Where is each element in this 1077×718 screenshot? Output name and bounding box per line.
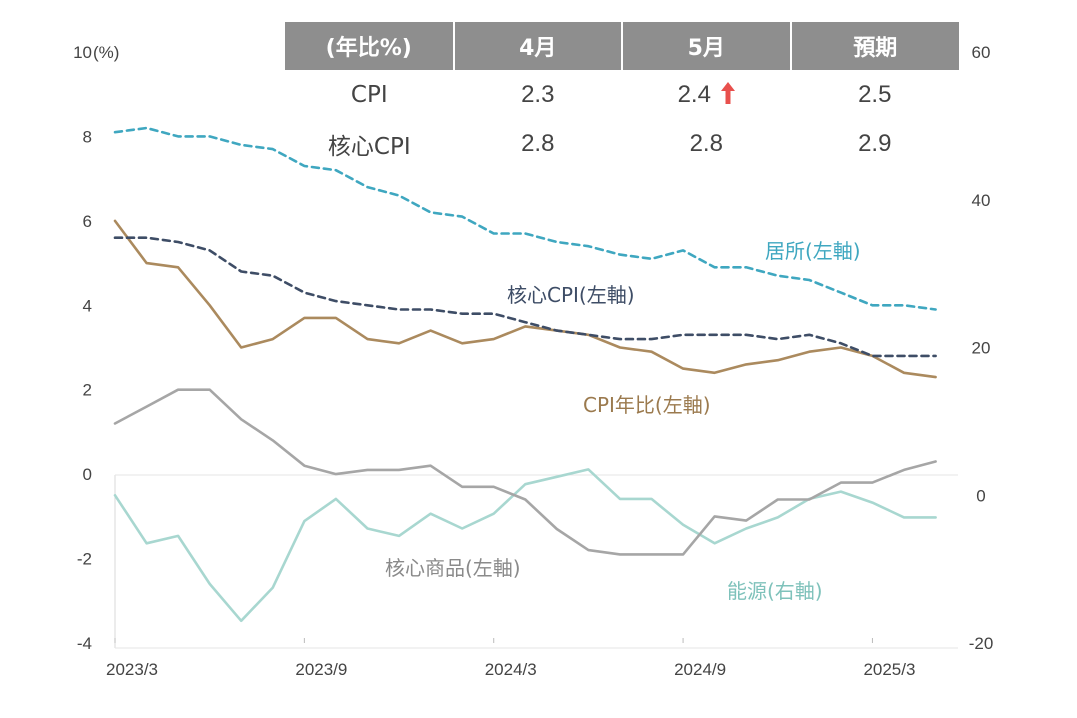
series-line-1 bbox=[113, 236, 937, 358]
cell-may-value: 2.8 bbox=[689, 129, 723, 157]
series-label-housing: 居所(左軸) bbox=[765, 239, 861, 263]
series-label-cpi-yoy: CPI年比(左軸) bbox=[583, 393, 711, 417]
header-unit: (年比%) bbox=[285, 22, 455, 70]
left-tick-label: 2 bbox=[83, 381, 92, 400]
cell-april: 2.3 bbox=[521, 80, 555, 108]
left-axis-unit: (%) bbox=[93, 43, 119, 62]
left-tick-label: 10 bbox=[73, 43, 92, 62]
x-tick-label: 2025/3 bbox=[863, 660, 915, 679]
cell-april: 2.8 bbox=[521, 129, 555, 157]
left-tick-label: 4 bbox=[83, 296, 92, 315]
header-may: 5月 bbox=[622, 22, 792, 70]
series-line-0 bbox=[113, 126, 937, 311]
cell-may-value: 2.4 bbox=[677, 80, 711, 108]
left-tick-label: 8 bbox=[83, 127, 92, 146]
cell-may: 2.8 bbox=[622, 119, 791, 168]
cpi-summary-table: (年比%) 4月 5月 預期 CPI 2.3 2.4 2.5 核心CPI 2.8… bbox=[285, 22, 959, 168]
left-tick-label: 6 bbox=[83, 212, 92, 231]
series-line-2 bbox=[113, 219, 937, 379]
series-line-3 bbox=[113, 388, 937, 556]
right-tick-label: 0 bbox=[976, 486, 985, 505]
row-label: 核心CPI bbox=[327, 133, 411, 160]
row-label: CPI bbox=[350, 81, 388, 108]
table-row-core-cpi: 核心CPI 2.8 2.8 2.9 bbox=[285, 119, 959, 168]
right-tick-label: 20 bbox=[972, 339, 991, 358]
cell-expected: 2.9 bbox=[858, 129, 892, 157]
header-april: 4月 bbox=[453, 22, 623, 70]
series-label-core-cpi: 核心CPI(左軸) bbox=[507, 283, 635, 307]
series-line-4 bbox=[113, 468, 937, 623]
series-label-core-goods: 核心商品(左軸) bbox=[385, 556, 521, 580]
x-tick-label: 2024/9 bbox=[674, 660, 726, 679]
cell-may: 2.4 bbox=[622, 70, 791, 119]
left-tick-label: -4 bbox=[77, 634, 92, 653]
table-header-row: (年比%) 4月 5月 預期 bbox=[285, 22, 959, 70]
cell-expected: 2.5 bbox=[858, 80, 892, 108]
x-tick-label: 2024/3 bbox=[485, 660, 537, 679]
x-tick-label: 2023/9 bbox=[295, 660, 347, 679]
series-label-energy: 能源(右軸) bbox=[727, 579, 823, 603]
header-expected: 預期 bbox=[790, 22, 959, 70]
table-row-cpi: CPI 2.3 2.4 2.5 bbox=[285, 70, 959, 119]
up-arrow-icon bbox=[720, 81, 735, 104]
left-tick-label: 0 bbox=[83, 465, 92, 484]
left-tick-label: -2 bbox=[77, 550, 92, 569]
right-tick-label: 60 bbox=[972, 43, 991, 62]
right-tick-label: 40 bbox=[972, 191, 991, 210]
x-tick-label: 2023/3 bbox=[106, 660, 158, 679]
right-tick-label: -20 bbox=[969, 634, 994, 653]
